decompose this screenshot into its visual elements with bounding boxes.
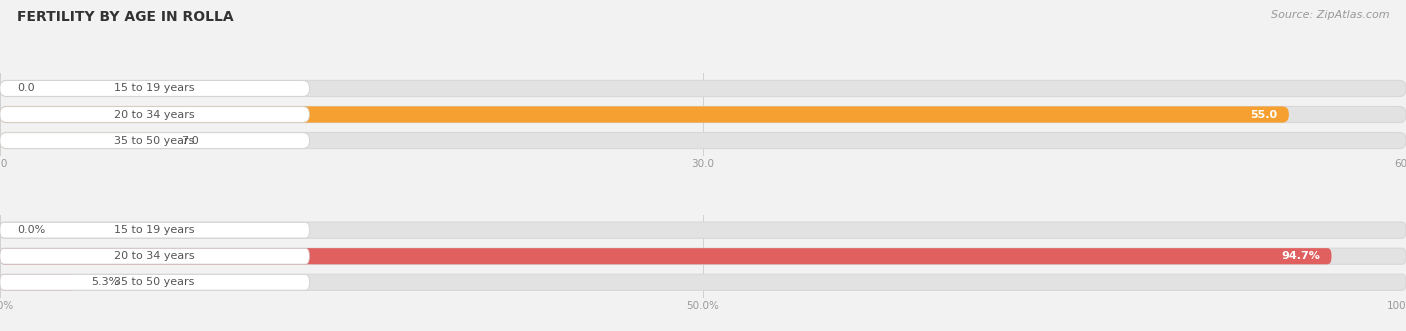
FancyBboxPatch shape <box>0 222 309 238</box>
Text: 20 to 34 years: 20 to 34 years <box>114 110 195 119</box>
Text: 94.7%: 94.7% <box>1281 251 1320 261</box>
FancyBboxPatch shape <box>0 274 309 290</box>
FancyBboxPatch shape <box>0 133 309 148</box>
FancyBboxPatch shape <box>0 248 1406 264</box>
Text: 35 to 50 years: 35 to 50 years <box>114 277 195 287</box>
Text: 15 to 19 years: 15 to 19 years <box>114 83 195 93</box>
FancyBboxPatch shape <box>0 107 1406 122</box>
FancyBboxPatch shape <box>0 274 75 290</box>
FancyBboxPatch shape <box>0 132 1406 149</box>
FancyBboxPatch shape <box>0 248 309 264</box>
Text: 15 to 19 years: 15 to 19 years <box>114 225 195 235</box>
FancyBboxPatch shape <box>0 80 1406 97</box>
FancyBboxPatch shape <box>0 132 165 149</box>
Text: 5.3%: 5.3% <box>91 277 120 287</box>
FancyBboxPatch shape <box>0 222 1406 238</box>
Text: 7.0: 7.0 <box>181 136 198 146</box>
Text: 20 to 34 years: 20 to 34 years <box>114 251 195 261</box>
Text: 35 to 50 years: 35 to 50 years <box>114 136 195 146</box>
FancyBboxPatch shape <box>0 274 1406 290</box>
FancyBboxPatch shape <box>0 107 1289 122</box>
Text: 55.0: 55.0 <box>1250 110 1278 119</box>
Text: 0.0%: 0.0% <box>17 225 45 235</box>
FancyBboxPatch shape <box>0 81 309 96</box>
Text: 0.0: 0.0 <box>17 83 35 93</box>
Text: FERTILITY BY AGE IN ROLLA: FERTILITY BY AGE IN ROLLA <box>17 10 233 24</box>
FancyBboxPatch shape <box>0 248 1331 264</box>
FancyBboxPatch shape <box>0 107 309 122</box>
Text: Source: ZipAtlas.com: Source: ZipAtlas.com <box>1271 10 1389 20</box>
